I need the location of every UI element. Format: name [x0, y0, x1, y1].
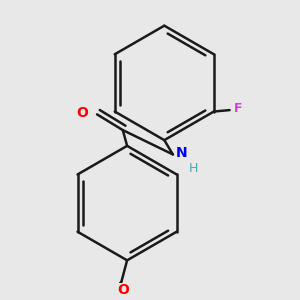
Text: N: N	[176, 146, 188, 160]
Text: F: F	[234, 102, 242, 115]
Text: O: O	[117, 283, 129, 297]
Text: O: O	[76, 106, 88, 120]
Text: H: H	[189, 162, 198, 175]
